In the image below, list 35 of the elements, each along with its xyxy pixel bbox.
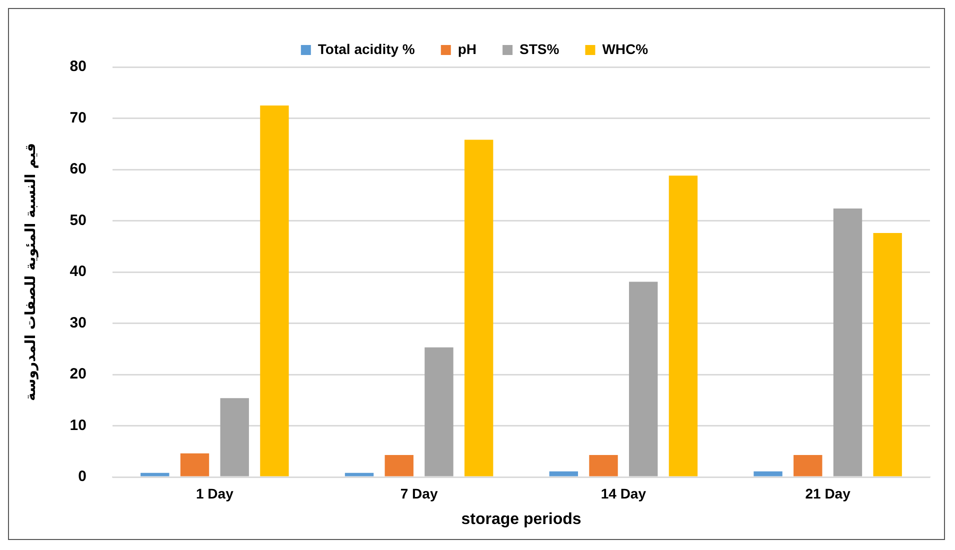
bar — [384, 454, 414, 476]
bar — [260, 105, 289, 476]
bar — [140, 472, 170, 476]
x-tick-label: 21 Day — [805, 485, 851, 502]
bar — [668, 176, 698, 476]
bar — [344, 472, 374, 476]
bar — [424, 347, 454, 476]
bar — [180, 453, 210, 476]
legend-label: WHC% — [602, 40, 649, 57]
bar — [549, 471, 578, 476]
y-tick-label: 0 — [78, 468, 86, 486]
legend-label: STS% — [520, 40, 560, 57]
legend-label: Total acidity % — [318, 40, 416, 57]
bar — [629, 282, 658, 476]
y-tick-label: 60 — [70, 160, 86, 178]
y-tick-label: 80 — [70, 58, 86, 76]
x-axis-title: storage periods — [461, 510, 582, 528]
bar — [833, 208, 862, 476]
legend-label: pH — [458, 40, 477, 57]
y-tick-label: 40 — [70, 263, 86, 280]
bar — [794, 454, 822, 476]
bar — [464, 140, 494, 476]
x-tick-label: 1 Day — [196, 485, 234, 502]
y-tick-label: 20 — [70, 366, 86, 383]
bar — [754, 471, 782, 476]
bar — [873, 233, 902, 476]
y-tick-label: 70 — [70, 109, 86, 126]
y-tick-label: 50 — [70, 212, 86, 229]
x-tick-label: 7 Day — [400, 485, 438, 502]
y-tick-label: 30 — [70, 314, 86, 332]
y-axis-title: قيم النسبة المئوية للصفات المدروسة — [23, 143, 40, 401]
y-tick-label: 10 — [70, 416, 86, 434]
bar — [220, 398, 249, 476]
x-tick-label: 14 Day — [600, 485, 646, 502]
bar — [589, 454, 618, 476]
